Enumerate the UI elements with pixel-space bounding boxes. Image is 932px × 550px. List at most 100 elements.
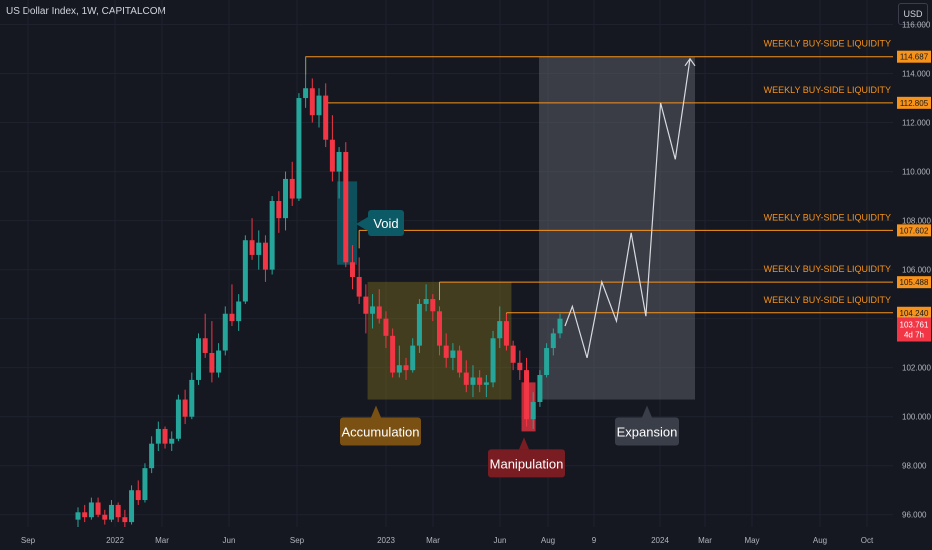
manipulation-label-box <box>488 449 565 478</box>
candle <box>95 502 101 515</box>
y-tick-label: 110.000 <box>902 168 931 177</box>
y-tick-label: 100.000 <box>902 413 931 422</box>
liquidity-label: WEEKLY BUY-SIDE LIQUIDITY <box>764 39 891 49</box>
y-tick-label: 102.000 <box>902 364 931 373</box>
chart-title: US Dollar Index, 1W, CAPITALCOM <box>6 6 166 17</box>
liquidity-label: WEEKLY BUY-SIDE LIQUIDITY <box>764 85 891 95</box>
candle <box>403 365 409 371</box>
x-tick-label: 9 <box>592 536 597 545</box>
price-tag-label: 114.687 <box>900 53 929 62</box>
candle <box>390 335 396 373</box>
candle <box>262 242 268 270</box>
candle <box>289 178 295 199</box>
candle <box>503 321 509 346</box>
current-price-tag <box>897 317 931 342</box>
candle <box>497 321 503 339</box>
projection-path <box>564 58 691 359</box>
candle <box>450 350 456 358</box>
candle <box>249 240 255 255</box>
candle <box>162 428 168 444</box>
price-tag <box>897 50 931 63</box>
projection-arrowhead <box>684 57 696 67</box>
x-tick-label: 2023 <box>377 536 395 545</box>
y-tick-label: 106.000 <box>902 266 931 275</box>
candle <box>430 299 436 312</box>
expansion-label-box <box>615 417 679 446</box>
candle <box>437 311 442 346</box>
manipulation-label: Manipulation <box>490 456 564 471</box>
candle <box>396 365 402 373</box>
x-tick-label: Aug <box>813 536 827 545</box>
candle <box>135 490 141 501</box>
candle <box>343 151 349 263</box>
price-tag <box>897 224 931 237</box>
candle <box>115 504 121 518</box>
candle <box>423 299 429 304</box>
candle <box>108 504 114 520</box>
candle <box>182 399 188 417</box>
candle <box>323 95 329 140</box>
candle <box>303 88 309 99</box>
candle <box>410 345 416 371</box>
x-tick-label: 2022 <box>106 536 124 545</box>
candle <box>222 313 228 351</box>
candle <box>550 333 556 349</box>
x-tick-label: Mar <box>155 536 169 545</box>
candle <box>316 95 322 116</box>
price-tag-label: 112.805 <box>900 99 929 108</box>
candle <box>209 352 215 373</box>
candle <box>242 240 248 302</box>
liquidity-label: WEEKLY BUY-SIDE LIQUIDITY <box>764 295 891 305</box>
accumulation-label: Accumulation <box>341 425 419 440</box>
candle <box>530 401 536 420</box>
candle <box>309 88 315 116</box>
candle <box>276 200 282 219</box>
x-tick-label: 2024 <box>651 536 669 545</box>
candle <box>236 301 242 322</box>
x-tick-label: Jun <box>494 536 507 545</box>
candle <box>202 338 208 353</box>
candle <box>370 306 376 314</box>
void-pointer <box>356 217 368 232</box>
candle <box>175 399 181 439</box>
candle <box>75 512 81 520</box>
candle <box>544 348 550 376</box>
candle <box>349 262 355 277</box>
x-tick-label: Mar <box>698 536 712 545</box>
liquidity-label: WEEKLY BUY-SIDE LIQUIDITY <box>764 212 891 222</box>
candle <box>155 428 161 444</box>
candle <box>256 242 262 255</box>
candle <box>483 382 489 385</box>
void-label: Void <box>373 216 398 231</box>
candle <box>269 200 275 270</box>
candle <box>142 468 148 501</box>
x-tick-label: Oct <box>861 536 874 545</box>
candle <box>229 313 235 322</box>
price-tag <box>897 96 931 109</box>
candle <box>517 362 523 371</box>
y-tick-label: 108.000 <box>902 217 931 226</box>
candle <box>296 98 302 199</box>
accumulation-pointer <box>371 405 381 418</box>
y-tick-label: 96.000 <box>902 511 927 520</box>
candle <box>336 151 342 172</box>
price-tag-label: 104.240 <box>900 309 929 318</box>
candle <box>376 306 382 319</box>
candle <box>443 345 449 358</box>
candle <box>557 318 563 334</box>
x-tick-label: Sep <box>21 536 36 545</box>
y-tick-label: 114.000 <box>902 70 931 79</box>
candle <box>216 350 222 373</box>
currency-button[interactable]: USD <box>898 3 928 25</box>
candle <box>383 318 389 336</box>
candle <box>510 345 516 363</box>
expansion-zone <box>539 56 695 400</box>
price-tag <box>897 276 931 289</box>
candle <box>457 350 463 373</box>
y-tick-label: 116.000 <box>902 21 931 30</box>
candle <box>490 338 496 383</box>
candle <box>88 502 94 518</box>
candle <box>189 379 195 417</box>
expansion-label: Expansion <box>617 425 678 440</box>
